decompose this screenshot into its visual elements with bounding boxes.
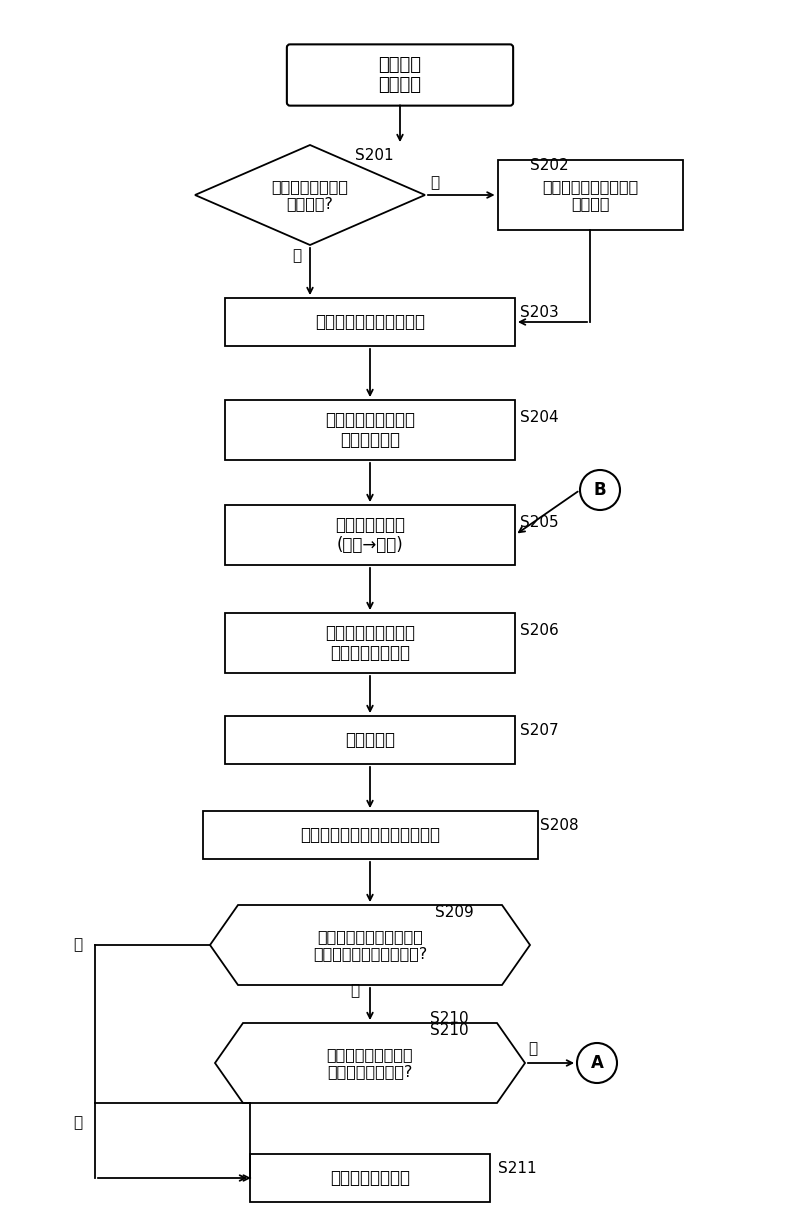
Text: S210: S210 (430, 1023, 469, 1038)
Text: S205: S205 (520, 514, 558, 530)
Text: S202: S202 (530, 158, 569, 173)
FancyBboxPatch shape (225, 298, 515, 345)
Text: 隔离空间中的压强与屏障
间空间中的压强是否相等?: 隔离空间中的压强与屏障 间空间中的压强是否相等? (313, 929, 427, 962)
Text: 是: 是 (292, 247, 301, 263)
Text: S207: S207 (520, 723, 558, 737)
Text: S211: S211 (498, 1161, 537, 1176)
Text: B: B (594, 481, 606, 499)
Polygon shape (215, 1023, 525, 1102)
FancyBboxPatch shape (225, 715, 515, 764)
FancyBboxPatch shape (225, 505, 515, 565)
Text: 在压强变成相等之后
是否发生压强反转?: 在压强变成相等之后 是否发生压强反转? (326, 1047, 414, 1079)
Text: A: A (590, 1054, 603, 1072)
FancyBboxPatch shape (498, 160, 682, 230)
Circle shape (580, 470, 620, 510)
Text: S204: S204 (520, 410, 558, 425)
Text: 转换阀控制模式
(自动→手动): 转换阀控制模式 (自动→手动) (335, 516, 405, 555)
Text: 关闭控制阀: 关闭控制阀 (345, 731, 395, 748)
FancyBboxPatch shape (287, 44, 513, 105)
FancyBboxPatch shape (202, 811, 538, 859)
Circle shape (577, 1042, 617, 1083)
Text: 是: 是 (350, 982, 359, 998)
Text: S210: S210 (430, 1011, 469, 1027)
Text: 否: 否 (73, 937, 82, 953)
Text: 否: 否 (73, 1115, 82, 1129)
Text: S203: S203 (520, 305, 558, 320)
Text: 是: 是 (528, 1041, 537, 1056)
Text: 液化气罐是否处于
稳定状态?: 液化气罐是否处于 稳定状态? (271, 179, 349, 211)
Text: 否: 否 (430, 175, 439, 190)
Text: 等待直到液化气罐达到
稳定状态: 等待直到液化气罐达到 稳定状态 (542, 179, 638, 211)
Text: 确认用于隔离空间的
安全阀的泄漏: 确认用于隔离空间的 安全阀的泄漏 (325, 410, 415, 450)
Text: 执行第二压差检测: 执行第二压差检测 (330, 1169, 410, 1187)
Text: S206: S206 (520, 624, 558, 638)
FancyBboxPatch shape (250, 1154, 490, 1202)
Text: S201: S201 (355, 148, 394, 163)
FancyBboxPatch shape (225, 401, 515, 461)
Text: 观测压强的变化并记录过程变量: 观测压强的变化并记录过程变量 (300, 826, 440, 844)
Polygon shape (195, 145, 425, 245)
Text: 压差检测
（第一）: 压差检测 （第一） (378, 55, 422, 94)
Text: 检查控制阀和压强传送器: 检查控制阀和压强传送器 (315, 314, 425, 331)
Text: S209: S209 (435, 905, 474, 920)
Polygon shape (210, 905, 530, 985)
Text: 在隔离空间与屏障间
空间之间设置压差: 在隔离空间与屏障间 空间之间设置压差 (325, 624, 415, 663)
Text: S208: S208 (540, 818, 578, 833)
FancyBboxPatch shape (225, 612, 515, 673)
